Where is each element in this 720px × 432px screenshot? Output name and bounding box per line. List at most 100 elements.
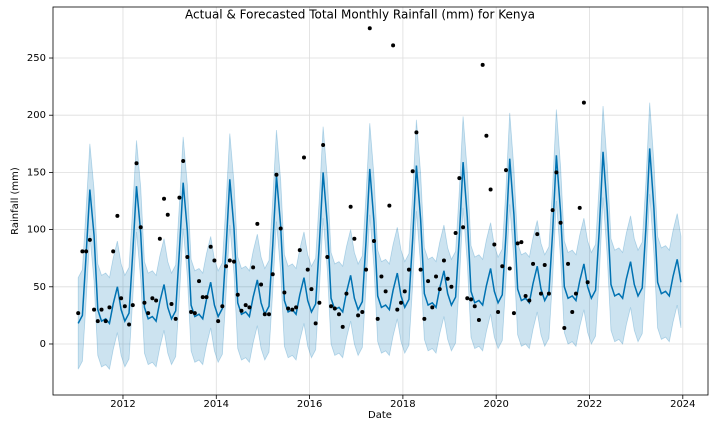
observed-point <box>367 26 372 31</box>
observed-point <box>449 284 454 289</box>
observed-point <box>500 264 505 269</box>
observed-point <box>150 296 155 301</box>
y-tick-label: 100 <box>27 225 46 236</box>
observed-point <box>566 261 571 266</box>
observed-point <box>461 225 466 230</box>
observed-point <box>348 204 353 209</box>
observed-point <box>437 287 442 292</box>
observed-point <box>570 309 575 314</box>
chart-title: Actual & Forecasted Total Monthly Rainfa… <box>185 8 535 22</box>
observed-point <box>465 296 470 301</box>
observed-point <box>422 316 427 321</box>
observed-point <box>484 133 489 138</box>
observed-point <box>142 300 147 305</box>
observed-point <box>507 266 512 271</box>
observed-point <box>181 158 186 163</box>
observed-point <box>87 237 92 242</box>
observed-point <box>103 319 108 324</box>
observed-point <box>294 305 299 310</box>
observed-point <box>399 300 404 305</box>
observed-point <box>270 272 275 277</box>
y-tick-label: 50 <box>33 282 46 293</box>
observed-point <box>492 242 497 247</box>
observed-point <box>336 312 341 317</box>
observed-point <box>80 249 85 254</box>
observed-point <box>379 274 384 279</box>
x-tick-label: 2018 <box>390 399 415 410</box>
y-axis-label: Rainfall (mm) <box>10 167 21 235</box>
observed-point <box>558 220 563 225</box>
observed-point <box>95 319 100 324</box>
x-tick-label: 2012 <box>110 399 135 410</box>
uncertainty-band <box>77 102 682 371</box>
observed-point <box>227 258 232 263</box>
observed-point <box>208 244 213 249</box>
observed-point <box>76 311 81 316</box>
observed-point <box>496 309 501 314</box>
observed-point <box>111 249 116 254</box>
observed-point <box>441 258 446 263</box>
labels: 0 50 100 150 200 250 2012 2014 2016 2018 2020 2022 2… <box>27 53 696 410</box>
observed-point <box>305 267 310 272</box>
marks <box>76 26 682 371</box>
observed-point <box>286 306 291 311</box>
observed-point <box>426 279 431 284</box>
observed-point <box>130 303 135 308</box>
observed-point <box>216 319 221 324</box>
observed-point <box>317 300 322 305</box>
observed-point <box>235 292 240 297</box>
observed-point <box>313 321 318 326</box>
observed-point <box>146 311 151 316</box>
observed-point <box>185 255 190 260</box>
observed-point <box>189 309 194 314</box>
observed-point <box>352 236 357 241</box>
observed-point <box>177 195 182 200</box>
observed-point <box>282 290 287 295</box>
y-tick-label: 0 <box>40 339 46 350</box>
observed-point <box>251 265 256 270</box>
observed-point <box>154 298 159 303</box>
observed-point <box>204 295 209 300</box>
observed-point <box>360 309 365 314</box>
observed-point <box>387 203 392 208</box>
y-tick-label: 200 <box>27 110 46 121</box>
x-tick-label: 2024 <box>670 399 695 410</box>
observed-point <box>375 316 380 321</box>
observed-point <box>297 248 302 253</box>
observed-point <box>542 263 547 268</box>
x-tick-label: 2014 <box>204 399 229 410</box>
y-tick-label: 250 <box>27 53 46 64</box>
observed-point <box>220 304 225 309</box>
observed-point <box>212 258 217 263</box>
observed-point <box>119 296 124 301</box>
y-tick-label: 150 <box>27 167 46 178</box>
observed-point <box>278 226 283 231</box>
observed-point <box>197 279 202 284</box>
observed-point <box>192 311 197 316</box>
observed-point <box>395 307 400 312</box>
observed-point <box>344 291 349 296</box>
observed-point <box>434 274 439 279</box>
observed-point <box>232 259 237 264</box>
observed-point <box>309 287 314 292</box>
plot-frame <box>52 6 709 396</box>
observed-point <box>329 304 334 309</box>
observed-point <box>402 289 407 294</box>
observed-point <box>472 304 477 309</box>
observed-point <box>157 236 162 241</box>
observed-point <box>538 291 543 296</box>
observed-point <box>92 307 97 312</box>
observed-point <box>325 255 330 260</box>
observed-point <box>274 172 279 177</box>
observed-point <box>577 205 582 210</box>
grid <box>53 7 708 395</box>
observed-point <box>531 261 536 266</box>
observed-point <box>247 305 252 310</box>
observed-point <box>503 168 508 173</box>
observed-point <box>224 264 229 269</box>
observed-point <box>259 282 264 287</box>
observed-point <box>469 297 474 302</box>
observed-point <box>480 62 485 67</box>
observed-point <box>340 324 345 329</box>
